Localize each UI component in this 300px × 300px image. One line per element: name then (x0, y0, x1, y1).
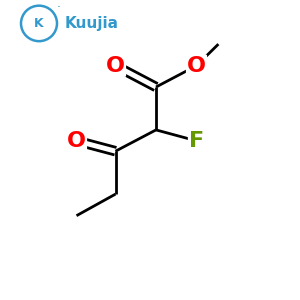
Text: O: O (187, 56, 206, 76)
Text: F: F (189, 131, 204, 151)
Text: K: K (34, 17, 44, 30)
Text: O: O (67, 131, 86, 151)
Text: ·: · (56, 1, 61, 13)
Text: Kuujia: Kuujia (64, 16, 118, 31)
Text: O: O (106, 56, 125, 76)
